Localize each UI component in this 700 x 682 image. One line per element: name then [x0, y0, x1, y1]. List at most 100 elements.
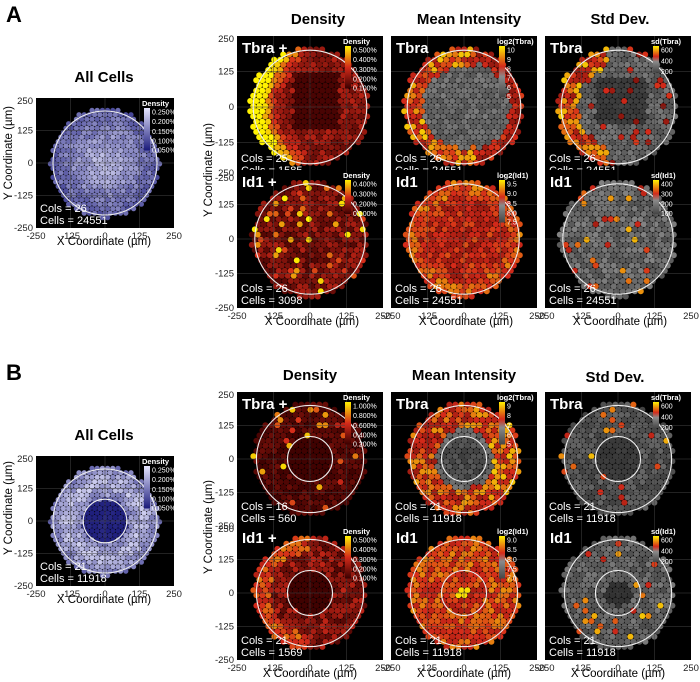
- hex-cell: [592, 231, 599, 238]
- hex-cell: [271, 582, 278, 588]
- hex-cell: [462, 262, 469, 269]
- hex-cell: [310, 61, 317, 68]
- hex-cell: [128, 479, 134, 485]
- hex-cell: [661, 216, 668, 223]
- hex-cell: [141, 528, 147, 534]
- hex-cell: [615, 458, 622, 465]
- hex-cell: [352, 432, 359, 439]
- hex-cell: [290, 231, 297, 238]
- hex-cell: [287, 267, 294, 274]
- hex-cell: [60, 541, 66, 547]
- hex-cell: [588, 422, 595, 429]
- hex-cell: [136, 179, 142, 185]
- hex-cell: [346, 123, 353, 130]
- hex-cell: [99, 188, 105, 194]
- hex-cell: [437, 633, 444, 640]
- hex-cell: [413, 468, 420, 475]
- hex-cell: [654, 463, 661, 470]
- y-axis-label-a-all: Y Coordinate (µm): [3, 106, 15, 200]
- hex-cell: [612, 82, 619, 89]
- hex-cell: [582, 134, 589, 141]
- hex-cell: [265, 602, 272, 609]
- hex-cell: [301, 87, 308, 94]
- hex-cell: [479, 499, 486, 506]
- hex-cell: [443, 582, 450, 588]
- hex-cell: [579, 128, 586, 135]
- hex-cell: [298, 463, 305, 470]
- hex-cell: [633, 139, 640, 146]
- hex-cell: [319, 602, 326, 609]
- grid-lines: [237, 526, 383, 660]
- hex-cell: [112, 550, 118, 556]
- hex-cell: [320, 262, 327, 269]
- hex-cell: [304, 432, 311, 439]
- hex-cell: [477, 216, 484, 223]
- hex-cell: [646, 210, 653, 217]
- hex-cell: [81, 174, 87, 180]
- hex-cell: [289, 149, 296, 156]
- hex-cell: [256, 463, 263, 470]
- hex-cell: [331, 77, 338, 84]
- hex-cell: [346, 103, 353, 110]
- hex-cell: [274, 72, 281, 79]
- hex-cell: [298, 51, 305, 58]
- hex-cell: [480, 231, 487, 238]
- hex-cell: [313, 427, 320, 434]
- hex-cell: [480, 221, 487, 228]
- hex-cell: [461, 633, 468, 640]
- hex-cell: [660, 123, 667, 130]
- hex-cell: [123, 183, 129, 189]
- hex-cell: [483, 195, 490, 202]
- hex-cell: [450, 241, 457, 248]
- hex-cell: [144, 523, 150, 530]
- hex-cell: [470, 113, 477, 120]
- hex-cell: [337, 458, 344, 465]
- hex-cell: [76, 514, 82, 521]
- hex-cell: [284, 252, 291, 259]
- hex-cell: [271, 427, 278, 434]
- hex-cell: [295, 592, 302, 599]
- hex-cell: [443, 633, 450, 640]
- hex-cell: [112, 183, 118, 189]
- hex-cell: [298, 638, 305, 645]
- hex-cell: [580, 241, 587, 248]
- hex-cell: [335, 185, 342, 192]
- x-tick-label: -125: [61, 589, 80, 600]
- hex-cell: [89, 152, 95, 158]
- hex-cell: [440, 82, 447, 89]
- hex-cell: [331, 479, 338, 485]
- hex-cell: [343, 98, 350, 104]
- hex-cell: [615, 468, 622, 475]
- hex-cell: [452, 432, 459, 439]
- hex-cell: [125, 143, 131, 149]
- hex-cell: [334, 463, 341, 470]
- hex-cell: [326, 252, 333, 259]
- hex-cell: [579, 427, 586, 434]
- hex-cell: [482, 134, 489, 141]
- hex-cell: [609, 458, 616, 465]
- hex-cell: [615, 417, 622, 423]
- hex-cell: [71, 550, 77, 556]
- hex-cell: [319, 468, 326, 475]
- hex-cell: [459, 267, 466, 274]
- hex-cell: [281, 278, 288, 284]
- hex-cell: [468, 283, 475, 290]
- hex-cell: [455, 437, 462, 444]
- hex-cell: [576, 123, 583, 130]
- hex-cell: [346, 453, 353, 460]
- hex-cell: [410, 72, 417, 79]
- hex-cell: [615, 427, 622, 434]
- hex-cell: [494, 103, 501, 110]
- hex-cell: [582, 82, 589, 89]
- hex-cell: [624, 134, 631, 141]
- hex-cell: [446, 92, 453, 99]
- hex-cell: [292, 92, 299, 99]
- hex-cell: [476, 494, 483, 501]
- hex-cell: [567, 468, 574, 475]
- hex-cell: [338, 210, 345, 217]
- hex-cell: [301, 108, 308, 115]
- hex-cell: [565, 247, 572, 253]
- hex-cell: [513, 236, 520, 243]
- hex-cell: [287, 226, 294, 233]
- legend-color-bar: [345, 180, 351, 214]
